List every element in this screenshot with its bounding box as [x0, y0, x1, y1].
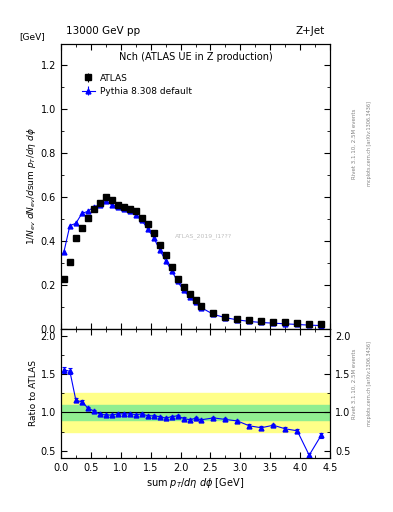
Text: [GeV]: [GeV] [19, 32, 45, 40]
Text: mcplots.cern.ch [arXiv:1306.3436]: mcplots.cern.ch [arXiv:1306.3436] [367, 101, 373, 186]
Text: Z+Jet: Z+Jet [296, 27, 325, 36]
Text: Rivet 3.1.10, 2.5M events: Rivet 3.1.10, 2.5M events [352, 108, 357, 179]
Text: Nch (ATLAS UE in Z production): Nch (ATLAS UE in Z production) [119, 52, 272, 62]
Y-axis label: Ratio to ATLAS: Ratio to ATLAS [29, 360, 38, 426]
Text: ATLAS_2019_I1???: ATLAS_2019_I1??? [175, 233, 232, 239]
Text: 13000 GeV pp: 13000 GeV pp [66, 27, 140, 36]
Legend: ATLAS, Pythia 8.308 default: ATLAS, Pythia 8.308 default [79, 71, 195, 99]
Text: mcplots.cern.ch [arXiv:1306.3436]: mcplots.cern.ch [arXiv:1306.3436] [367, 342, 373, 426]
Y-axis label: $1/N_{ev}$ $dN_{ev}/d$sum $p_T/d\eta$ $d\phi$: $1/N_{ev}$ $dN_{ev}/d$sum $p_T/d\eta$ $d… [25, 127, 38, 245]
Text: Rivet 3.1.10, 2.5M events: Rivet 3.1.10, 2.5M events [352, 349, 357, 419]
X-axis label: sum $p_T/d\eta$ $d\phi$ [GeV]: sum $p_T/d\eta$ $d\phi$ [GeV] [147, 476, 244, 490]
